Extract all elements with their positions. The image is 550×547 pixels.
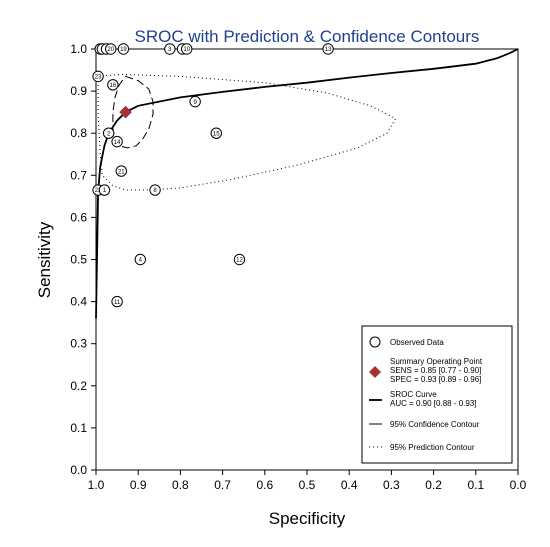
y-tick-label: 0.5 — [70, 253, 87, 267]
y-tick-label: 0.4 — [70, 295, 87, 309]
x-tick-label: 0.2 — [425, 478, 442, 492]
study-point — [98, 184, 111, 196]
study-point — [105, 43, 117, 55]
observed-data-points: 5672019371013231692151421221841211 — [92, 43, 334, 308]
y-axis-label: Sensitivity — [35, 221, 54, 298]
study-label: 9 — [193, 100, 197, 106]
study-label: 15 — [213, 131, 220, 137]
y-tick-label: 0.7 — [70, 168, 87, 182]
study-label: 4 — [139, 258, 143, 264]
study-label: 12 — [236, 258, 243, 264]
study-label: 23 — [95, 75, 102, 81]
y-tick-label: 1.0 — [70, 42, 87, 56]
study-point — [164, 43, 176, 55]
x-tick-label: 1.0 — [88, 478, 105, 492]
x-tick-label: 0.7 — [214, 478, 231, 492]
study-label: 20 — [107, 47, 114, 53]
legend-sroc-title: SROC Curve — [390, 390, 437, 399]
study-label: 3 — [168, 47, 172, 53]
y-tick-label: 0.6 — [70, 210, 87, 224]
study-point — [117, 43, 130, 55]
x-tick-label: 0.5 — [299, 478, 316, 492]
study-point — [92, 70, 104, 83]
study-point — [181, 43, 193, 55]
legend: Observed Data Summary Operating Point SE… — [361, 325, 513, 464]
study-point — [111, 295, 123, 308]
study-point — [107, 79, 119, 91]
legend-confidence-label: 95% Confidence Contour — [390, 420, 480, 429]
legend-summary-sens: SENS = 0.85 [0.77 - 0.90] — [390, 366, 481, 375]
y-tick-label: 0.9 — [70, 84, 87, 98]
legend-summary-title: Summary Operating Point — [390, 357, 483, 366]
y-tick-label: 0.1 — [70, 421, 87, 435]
study-label: 8 — [153, 188, 157, 194]
study-point — [149, 184, 161, 196]
x-tick-label: 0.8 — [172, 478, 189, 492]
confidence-contour — [112, 75, 154, 149]
y-axis-ticks: 0.0 0.1 0.2 0.3 0.4 0.5 0.6 0.7 0.8 0.9 1.0 — [70, 42, 96, 477]
x-tick-label: 0.3 — [383, 478, 400, 492]
y-tick-label: 0.8 — [70, 126, 87, 140]
study-label: 2 — [107, 131, 111, 137]
study-point — [111, 135, 123, 148]
study-label: 13 — [325, 47, 332, 53]
study-label: 21 — [118, 169, 125, 175]
study-label: 11 — [114, 300, 121, 306]
study-point — [210, 127, 222, 139]
legend-summary-spec: SPEC = 0.93 [0.89 - 0.96] — [390, 375, 481, 384]
study-point — [322, 43, 334, 55]
study-point — [189, 95, 201, 108]
study-label: 10 — [183, 47, 190, 53]
x-tick-label: 0.0 — [510, 478, 527, 492]
sroc-curve — [95, 48, 519, 319]
study-label: 14 — [114, 140, 121, 146]
x-axis-label: Specificity — [269, 509, 346, 528]
x-tick-label: 0.9 — [130, 478, 147, 492]
study-label: 16 — [110, 83, 117, 89]
study-point — [233, 253, 246, 266]
study-label: 22 — [95, 188, 102, 194]
chart-title: SROC with Prediction & Confidence Contou… — [135, 27, 480, 46]
x-tick-label: 0.6 — [256, 478, 273, 492]
y-tick-label: 0.2 — [70, 379, 87, 393]
x-tick-label: 0.1 — [467, 478, 484, 492]
study-point — [115, 165, 128, 177]
y-tick-label: 0.0 — [70, 463, 87, 477]
legend-box — [361, 325, 513, 464]
legend-sroc-auc: AUC = 0.90 [0.88 - 0.93] — [390, 399, 477, 408]
legend-summary-marker — [369, 366, 381, 378]
study-label: 1 — [103, 188, 107, 194]
y-tick-label: 0.3 — [70, 337, 87, 351]
legend-observed-label: Observed Data — [390, 338, 444, 347]
x-axis-ticks: 1.0 0.9 0.8 0.7 0.6 0.5 0.4 0.3 0.2 0.1 0.0 — [88, 470, 527, 492]
x-tick-label: 0.4 — [341, 478, 358, 492]
study-point — [102, 127, 115, 139]
study-point — [134, 253, 147, 266]
legend-observed-marker — [369, 336, 381, 348]
legend-prediction-label: 95% Prediction Contour — [390, 443, 475, 452]
study-label: 19 — [120, 47, 127, 53]
summary-operating-point — [119, 105, 132, 119]
